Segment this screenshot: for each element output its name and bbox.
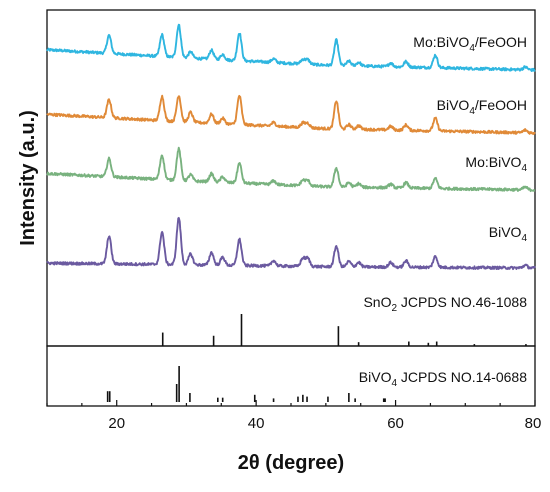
x-tick-label-20: 20 <box>108 415 125 432</box>
x-tick-label-60: 60 <box>387 415 404 432</box>
series-label-mo-bivo4-feooh: Mo:BiVO4/FeOOH <box>413 34 527 54</box>
series-label-bivo4: BiVO4 <box>489 224 528 244</box>
series-line-bivo4 <box>46 216 536 271</box>
x-tick-label-40: 40 <box>248 415 265 432</box>
x-tick-label-80: 80 <box>525 415 542 432</box>
x-axis-ticks: 20 40 60 80 <box>46 400 542 432</box>
series-line-bivo4_feooh <box>46 94 536 135</box>
y-axis-title: Intensity (a.u.) <box>17 110 39 246</box>
series-line-mo_bivo4_feooh <box>46 23 536 72</box>
series-label-bivo4-feooh: BiVO4/FeOOH <box>437 97 527 117</box>
reference-lines <box>106 314 527 402</box>
reference-label-bivo4: BiVO4 JCPDS NO.14-0688 <box>359 369 527 389</box>
series-lines <box>46 23 536 271</box>
series-line-mo_bivo4 <box>46 146 536 193</box>
series-label-mo-bivo4: Mo:BiVO4 <box>465 154 527 174</box>
x-axis-title: 2θ (degree) <box>238 452 344 474</box>
reference-label-sno2: SnO2 JCPDS NO.46-1088 <box>363 294 527 314</box>
